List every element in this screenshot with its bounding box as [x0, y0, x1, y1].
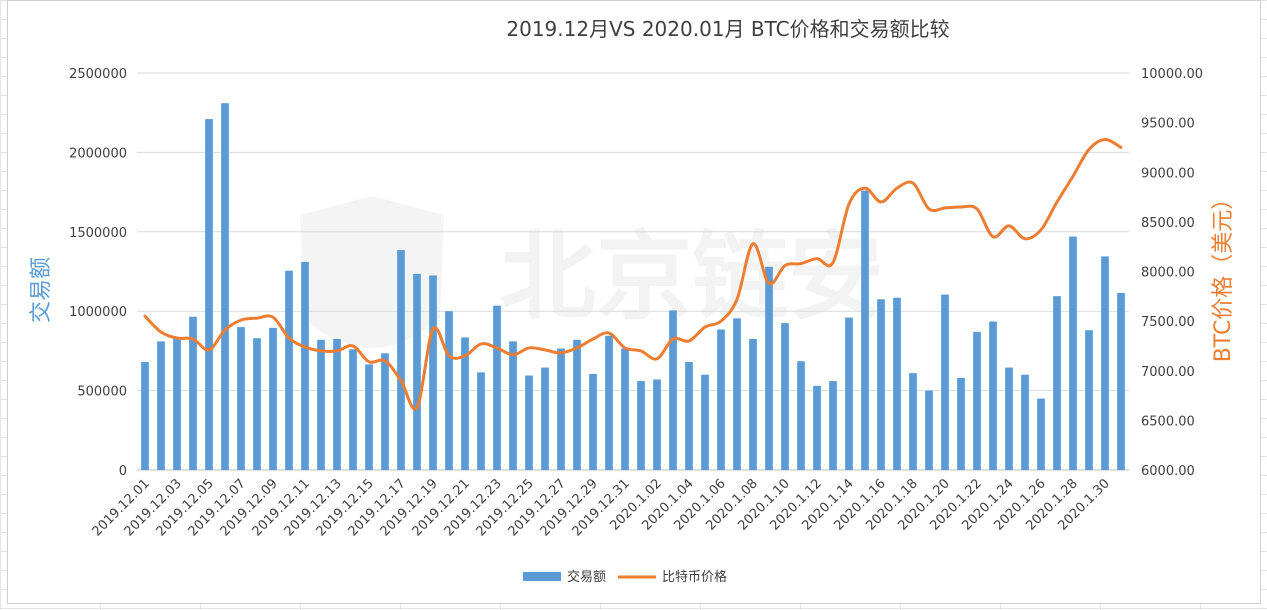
left-tick-label: 2500000 [69, 67, 127, 82]
bar [525, 375, 533, 470]
bar [557, 348, 565, 470]
bar [413, 273, 421, 470]
right-tick-label: 7000.00 [1141, 365, 1195, 380]
chart-title: 2019.12月VS 2020.01月 BTC价格和交易额比较 [506, 17, 949, 41]
bar [973, 331, 981, 470]
bar [157, 341, 165, 470]
bar [701, 374, 709, 470]
legend-bar-swatch [523, 572, 561, 581]
right-tick-label: 9000.00 [1141, 166, 1195, 181]
bar [653, 379, 661, 470]
bar [605, 335, 613, 470]
bar [1101, 256, 1109, 470]
left-axis-ticks: 0 500000 1000000 1500000 2000000 2500000 [69, 67, 127, 479]
bar [1085, 330, 1093, 470]
bar [349, 349, 357, 470]
bar [429, 275, 437, 470]
bar [941, 294, 949, 470]
bar [909, 373, 917, 470]
bar [781, 323, 789, 470]
bar [301, 261, 309, 470]
line-series [143, 137, 1123, 411]
bar [493, 305, 501, 470]
bar [477, 372, 485, 470]
price-line [143, 137, 1123, 411]
bar [237, 327, 245, 470]
bar [381, 353, 389, 470]
watermark-shield-icon [300, 196, 444, 348]
bar [173, 338, 181, 470]
left-tick-label: 0 [119, 464, 127, 479]
right-tick-label: 6000.00 [1141, 464, 1195, 479]
bar [957, 377, 965, 470]
bar [765, 266, 773, 470]
bar [589, 373, 597, 470]
bar [1021, 374, 1029, 470]
legend-label-price: 比特币价格 [662, 569, 727, 585]
bar [877, 299, 885, 470]
bar [365, 364, 373, 470]
bar [541, 367, 549, 470]
bar [733, 318, 741, 470]
bar [189, 316, 197, 470]
bar [509, 341, 517, 470]
left-tick-label: 500000 [77, 385, 127, 400]
bar-series [141, 103, 1125, 470]
chart-area[interactable] [7, 0, 1261, 604]
bar [621, 348, 629, 470]
watermark-text: 北京链安 [500, 221, 884, 333]
right-axis-ticks: 6000.00 6500.00 7000.00 7500.00 8000.00 8500.… [1141, 67, 1203, 479]
legend: 交易额 比特币价格 [523, 569, 727, 585]
right-tick-label: 9500.00 [1141, 117, 1195, 132]
bar [1005, 367, 1013, 470]
bar [637, 381, 645, 470]
bar [1117, 292, 1125, 470]
bar [221, 103, 229, 470]
bar [989, 321, 997, 470]
right-tick-label: 6500.00 [1141, 414, 1195, 429]
left-axis-label: 交易额 [29, 257, 54, 323]
bar [669, 310, 677, 470]
right-axis-label: BTC价格（美元） [1211, 188, 1236, 363]
x-axis-ticks: 2019.12.012019.12.032019.12.052019.12.07… [90, 476, 1113, 539]
right-tick-label: 7500.00 [1141, 315, 1195, 330]
left-tick-label: 2000000 [69, 146, 127, 161]
bar [829, 381, 837, 470]
bar [141, 362, 149, 470]
bar [1053, 296, 1061, 470]
right-tick-label: 10000.00 [1141, 67, 1203, 82]
bar [253, 338, 261, 470]
bar [717, 329, 725, 470]
bar [269, 327, 277, 470]
bar [573, 339, 581, 470]
bar [333, 338, 341, 470]
legend-label-volume: 交易额 [567, 569, 606, 585]
bar [893, 297, 901, 470]
bar [861, 190, 869, 470]
bar [461, 337, 469, 470]
bar [285, 270, 293, 470]
left-tick-label: 1000000 [69, 305, 127, 320]
watermark: 北京链安 [300, 196, 884, 348]
bar [1037, 398, 1045, 470]
bar [445, 311, 453, 470]
bar [317, 339, 325, 470]
bar [685, 362, 693, 470]
right-tick-label: 8000.00 [1141, 266, 1195, 281]
bar [1069, 236, 1077, 470]
bar [797, 361, 805, 470]
bar [845, 317, 853, 470]
bar [749, 338, 757, 470]
bar [925, 390, 933, 470]
bar [205, 119, 213, 470]
bar [397, 250, 405, 470]
right-tick-label: 8500.00 [1141, 216, 1195, 231]
bar [813, 385, 821, 470]
left-tick-label: 1500000 [69, 226, 127, 241]
